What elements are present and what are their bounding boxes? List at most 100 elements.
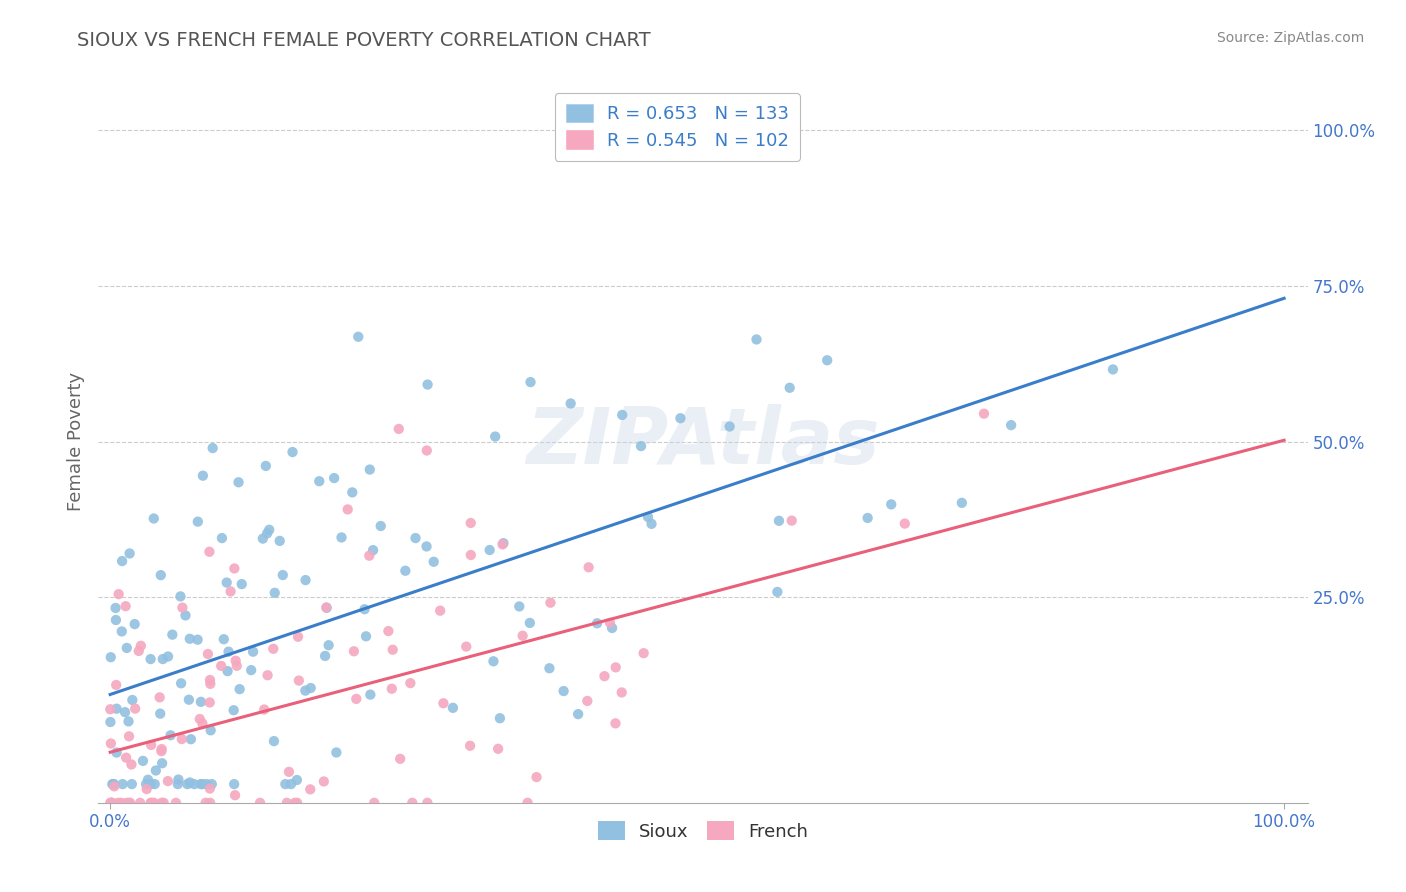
Point — [489, 711, 512, 725]
Point — [630, 439, 652, 453]
Point — [176, 777, 198, 791]
Point — [288, 673, 311, 688]
Point — [212, 632, 235, 647]
Point — [107, 587, 129, 601]
Point — [103, 777, 125, 791]
Point — [225, 654, 247, 668]
Point — [143, 777, 166, 791]
Point — [105, 678, 128, 692]
Point — [359, 462, 381, 476]
Point — [576, 694, 599, 708]
Point — [139, 796, 162, 810]
Point — [314, 648, 336, 663]
Point — [224, 788, 246, 802]
Point — [415, 540, 437, 554]
Point — [201, 777, 224, 791]
Point — [132, 754, 155, 768]
Point — [312, 774, 335, 789]
Point — [170, 676, 193, 690]
Point — [484, 429, 506, 443]
Point — [211, 531, 233, 545]
Point — [370, 519, 392, 533]
Point — [98, 796, 121, 810]
Point — [183, 777, 205, 791]
Point — [121, 777, 143, 791]
Point — [269, 533, 291, 548]
Point — [284, 796, 307, 810]
Point — [200, 677, 222, 691]
Point — [401, 796, 423, 810]
Text: ZIPAtlas: ZIPAtlas — [526, 403, 880, 480]
Point — [294, 573, 316, 587]
Point — [129, 796, 152, 810]
Point — [263, 734, 285, 748]
Point — [169, 590, 191, 604]
Point — [560, 396, 582, 410]
Point — [124, 701, 146, 715]
Point — [240, 663, 263, 677]
Point — [179, 632, 201, 646]
Point — [135, 782, 157, 797]
Point — [315, 600, 337, 615]
Point — [170, 732, 193, 747]
Point — [174, 608, 197, 623]
Point — [1000, 418, 1022, 433]
Point — [718, 419, 741, 434]
Point — [780, 514, 803, 528]
Point — [118, 796, 141, 810]
Point — [285, 796, 308, 810]
Point — [856, 511, 879, 525]
Point — [640, 516, 662, 531]
Point — [120, 757, 142, 772]
Point — [766, 585, 789, 599]
Point — [1102, 362, 1125, 376]
Point — [190, 695, 212, 709]
Point — [637, 510, 659, 524]
Point — [492, 536, 515, 550]
Point — [262, 641, 284, 656]
Point — [190, 777, 212, 791]
Point — [139, 652, 162, 666]
Point — [526, 770, 548, 784]
Point — [285, 772, 308, 787]
Point — [135, 777, 157, 791]
Point — [222, 703, 245, 717]
Point — [100, 796, 122, 810]
Point — [198, 796, 221, 810]
Point — [111, 624, 134, 639]
Point — [128, 644, 150, 658]
Point — [508, 599, 530, 614]
Point — [101, 796, 124, 810]
Point — [198, 781, 221, 796]
Point — [610, 685, 633, 699]
Point — [538, 661, 561, 675]
Point — [142, 796, 165, 810]
Point — [177, 692, 200, 706]
Point — [165, 796, 187, 810]
Point — [276, 796, 298, 810]
Point — [110, 796, 132, 810]
Point — [111, 777, 134, 791]
Point — [486, 741, 509, 756]
Point — [121, 693, 143, 707]
Point — [389, 752, 412, 766]
Point — [191, 468, 214, 483]
Point — [281, 445, 304, 459]
Point — [318, 638, 340, 652]
Point — [593, 669, 616, 683]
Point — [117, 714, 139, 729]
Point — [254, 458, 277, 473]
Point — [287, 630, 309, 644]
Point — [225, 658, 247, 673]
Point — [394, 564, 416, 578]
Y-axis label: Female Poverty: Female Poverty — [66, 372, 84, 511]
Point — [215, 575, 238, 590]
Point — [460, 548, 482, 562]
Point — [195, 777, 218, 791]
Point — [381, 681, 404, 696]
Point — [405, 531, 427, 545]
Point — [540, 596, 562, 610]
Point — [422, 555, 444, 569]
Point — [388, 422, 411, 436]
Point — [294, 683, 316, 698]
